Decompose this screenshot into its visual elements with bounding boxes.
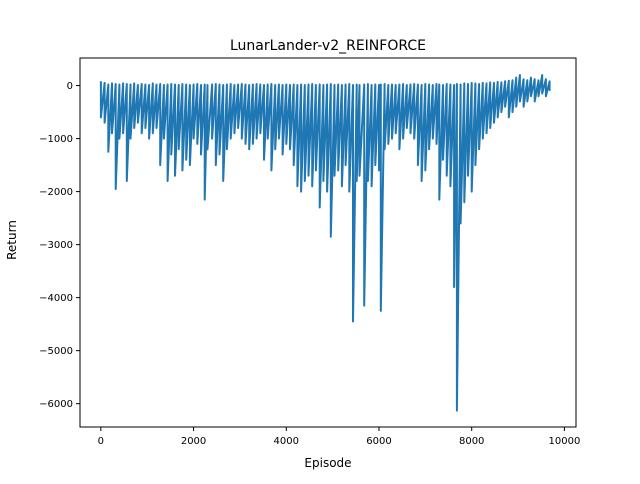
x-tick-label: 6000 xyxy=(366,436,391,447)
x-axis-label: Episode xyxy=(304,456,351,470)
y-axis-label: Return xyxy=(5,220,19,260)
y-tick-label: −1000 xyxy=(39,134,73,145)
x-tick-label: 8000 xyxy=(459,436,484,447)
x-tick-label: 0 xyxy=(98,436,104,447)
x-tick-label: 10000 xyxy=(549,436,581,447)
y-tick-label: −3000 xyxy=(39,240,73,251)
chart-title: LunarLander-v2_REINFORCE xyxy=(230,38,426,54)
plot-area xyxy=(99,74,551,412)
series-line xyxy=(99,74,551,412)
x-tick-label: 2000 xyxy=(181,436,206,447)
x-tick-label: 4000 xyxy=(274,436,299,447)
y-axis: 0 −1000 −2000 −3000 −4000 −5000 −6000 xyxy=(39,81,80,410)
x-axis: 0 2000 4000 6000 8000 10000 xyxy=(98,427,581,447)
y-tick-label: −5000 xyxy=(39,346,73,357)
y-tick-label: −4000 xyxy=(39,293,73,304)
y-tick-label: 0 xyxy=(67,81,73,92)
axes-frame xyxy=(79,57,577,428)
y-tick-label: −2000 xyxy=(39,187,73,198)
y-tick-label: −6000 xyxy=(39,399,73,410)
